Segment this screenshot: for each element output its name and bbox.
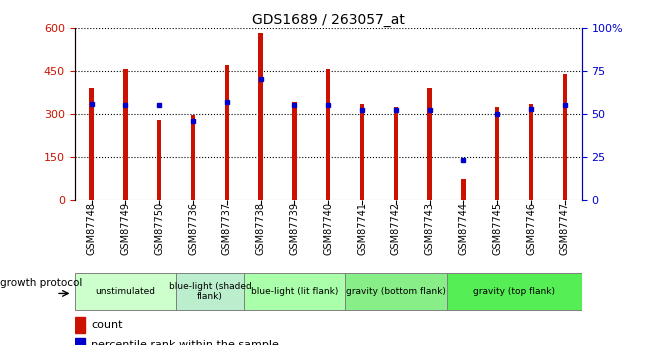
- Bar: [394, 107, 398, 200]
- Bar: [225, 65, 229, 200]
- Bar: [326, 69, 330, 200]
- Bar: [563, 73, 567, 200]
- Bar: [462, 179, 465, 200]
- Bar: [244, 273, 345, 310]
- Text: GSM87738: GSM87738: [255, 202, 266, 255]
- Text: GSM87750: GSM87750: [154, 202, 164, 255]
- Text: GSM87742: GSM87742: [391, 202, 401, 255]
- Bar: [529, 104, 533, 200]
- Bar: [75, 273, 176, 310]
- Text: GSM87739: GSM87739: [289, 202, 300, 255]
- Text: gravity (top flank): gravity (top flank): [473, 287, 555, 296]
- Text: GSM87749: GSM87749: [120, 202, 131, 255]
- Bar: [75, 317, 85, 333]
- Bar: [447, 273, 582, 310]
- Bar: [124, 69, 127, 200]
- Text: growth protocol: growth protocol: [0, 278, 83, 288]
- Bar: [345, 273, 447, 310]
- Bar: [495, 107, 499, 200]
- Bar: [157, 120, 161, 200]
- Text: unstimulated: unstimulated: [96, 287, 155, 296]
- Bar: [191, 115, 195, 200]
- Text: GSM87740: GSM87740: [323, 202, 333, 255]
- Text: GSM87745: GSM87745: [492, 202, 502, 255]
- Bar: [75, 337, 85, 345]
- Bar: [360, 104, 364, 200]
- Text: GSM87741: GSM87741: [357, 202, 367, 255]
- Text: GSM87748: GSM87748: [86, 202, 97, 255]
- Text: blue-light (shaded
flank): blue-light (shaded flank): [168, 282, 252, 301]
- Text: count: count: [92, 320, 123, 330]
- Text: GSM87747: GSM87747: [560, 202, 570, 255]
- Text: GSM87743: GSM87743: [424, 202, 435, 255]
- Text: percentile rank within the sample: percentile rank within the sample: [92, 341, 280, 345]
- Text: gravity (bottom flank): gravity (bottom flank): [346, 287, 446, 296]
- Text: GSM87744: GSM87744: [458, 202, 469, 255]
- Text: GSM87746: GSM87746: [526, 202, 536, 255]
- Title: GDS1689 / 263057_at: GDS1689 / 263057_at: [252, 12, 405, 27]
- Text: blue-light (lit flank): blue-light (lit flank): [251, 287, 338, 296]
- Bar: [292, 102, 296, 200]
- Text: GSM87736: GSM87736: [188, 202, 198, 255]
- Bar: [259, 33, 263, 200]
- Bar: [176, 273, 244, 310]
- Text: GSM87737: GSM87737: [222, 202, 232, 255]
- Bar: [90, 88, 94, 200]
- Bar: [428, 88, 432, 200]
